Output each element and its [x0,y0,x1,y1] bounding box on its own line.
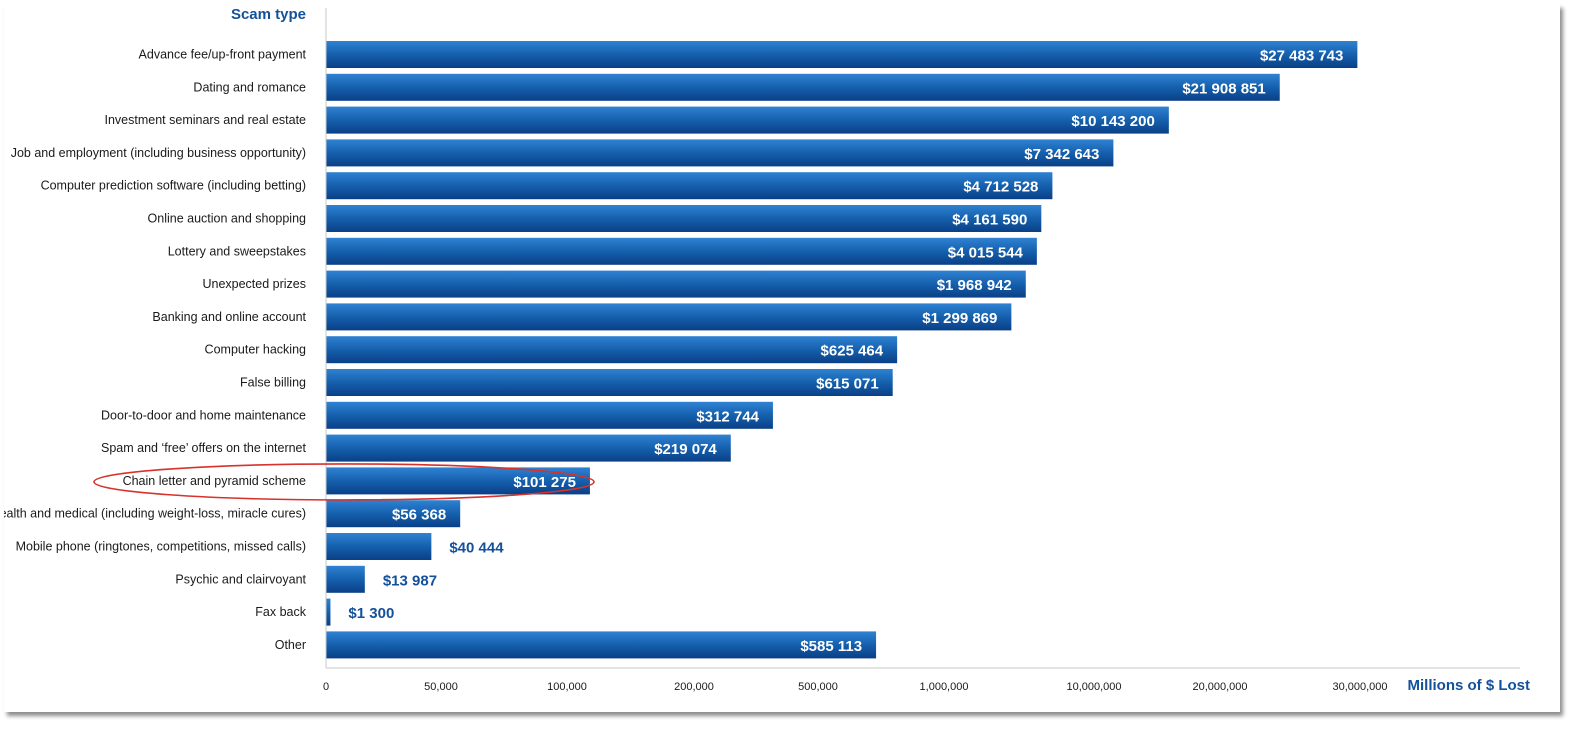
category-label: Computer prediction software (including … [41,179,306,193]
value-label: $1 300 [348,605,394,622]
value-label: $13 987 [383,572,437,589]
tick-label: 1,000,000 [920,681,969,693]
bar [326,565,365,593]
value-label: $40 444 [449,540,504,557]
bar [326,270,1026,298]
category-label: Spam and ‘free’ offers on the internet [101,441,307,455]
value-label: $312 744 [696,408,759,425]
value-label: $4 015 544 [948,244,1024,261]
category-label: Advance fee/up-front payment [139,48,307,62]
bar [326,172,1053,200]
bar [326,73,1280,101]
bars-layer [326,41,1358,659]
category-label: Lottery and sweepstakes [168,244,306,258]
value-label: $625 464 [821,343,884,360]
category-label: Banking and online account [152,310,306,324]
category-axis-title: Scam type [231,6,306,23]
bar [326,500,461,528]
value-label: $615 071 [816,376,879,393]
scam-losses-bar-chart: Advance fee/up-front payment Dating and r… [4,6,1531,694]
category-label: Computer hacking [205,343,306,357]
bar [326,401,773,429]
category-label: Other [275,638,306,652]
category-label: Chain letter and pyramid scheme [123,474,306,488]
category-label: Mobile phone (ringtones, competitions, m… [16,540,306,554]
bar [326,631,877,659]
category-label: Unexpected prizes [202,277,306,291]
value-label: $56 368 [392,507,446,524]
value-label: $101 275 [513,474,576,491]
bar [326,336,898,364]
value-label: $10 143 200 [1071,113,1154,130]
tick-label: 50,000 [424,681,458,693]
tick-label: 500,000 [798,681,838,693]
value-labels: $27 483 743 $21 908 851 $10 143 200 $7 342 … [348,48,1343,655]
category-labels: Advance fee/up-front payment Dating and r… [4,48,307,652]
category-label: Health and medical (including weight-los… [4,507,306,521]
value-label: $585 113 [800,638,862,655]
category-label: Job and employment (including business o… [11,146,306,160]
bar [326,533,432,560]
bar [326,369,893,396]
tick-label: 20,000,000 [1192,681,1247,693]
category-label: Fax back [255,605,306,619]
value-label: $1 299 869 [922,310,997,327]
tick-label: 0 [323,681,329,693]
category-label: Investment seminars and real estate [105,113,307,127]
category-label: Online auction and shopping [148,212,307,226]
value-label: $1 968 942 [937,277,1012,294]
value-axis-title: Millions of $ Lost [1408,677,1531,694]
tick-label: 100,000 [547,681,587,693]
value-label: $27 483 743 [1260,48,1343,65]
value-label: $219 074 [654,441,717,458]
value-label: $4 161 590 [952,212,1027,229]
value-label: $21 908 851 [1182,80,1265,97]
bar [326,41,1358,68]
tick-label: 30,000,000 [1332,681,1387,693]
bar [326,106,1169,134]
category-label: Psychic and clairvoyant [175,572,306,586]
category-label: False billing [240,376,306,390]
highlight-ellipse [93,463,595,501]
value-label: $7 342 643 [1024,146,1099,163]
value-label: $4 712 528 [963,179,1038,196]
bar [326,303,1012,331]
tick-label: 200,000 [674,681,714,693]
bar [326,434,731,462]
value-axis-ticks: 0 50,000 100,000 200,000 500,000 1,000,000 10,… [323,681,1388,693]
bar [326,205,1042,232]
chart-frame: Advance fee/up-front payment Dating and r… [4,4,1560,712]
bar [326,237,1037,265]
tick-label: 10,000,000 [1066,681,1121,693]
bar [326,598,331,626]
category-label: Door-to-door and home maintenance [101,408,306,422]
category-label: Dating and romance [193,80,306,94]
bar [326,139,1114,167]
